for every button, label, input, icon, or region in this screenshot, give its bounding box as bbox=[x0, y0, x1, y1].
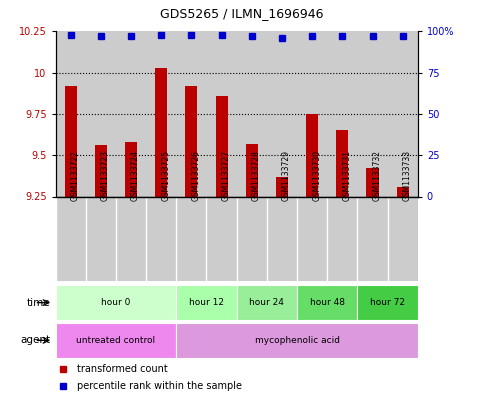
Bar bbox=[185, 86, 198, 196]
Bar bbox=[56, 323, 176, 358]
Text: mycophenolic acid: mycophenolic acid bbox=[255, 336, 340, 345]
Bar bbox=[357, 285, 418, 320]
Text: GDS5265 / ILMN_1696946: GDS5265 / ILMN_1696946 bbox=[160, 7, 323, 20]
Bar bbox=[306, 114, 318, 196]
Text: GSM1133732: GSM1133732 bbox=[372, 150, 382, 201]
Bar bbox=[336, 130, 348, 196]
Text: agent: agent bbox=[21, 335, 51, 345]
Text: hour 24: hour 24 bbox=[249, 298, 284, 307]
Text: GSM1133722: GSM1133722 bbox=[71, 150, 80, 201]
Bar bbox=[276, 177, 288, 196]
Text: hour 48: hour 48 bbox=[310, 298, 345, 307]
Text: untreated control: untreated control bbox=[76, 336, 156, 345]
Text: GSM1133731: GSM1133731 bbox=[342, 150, 351, 201]
Bar bbox=[297, 285, 357, 320]
Text: percentile rank within the sample: percentile rank within the sample bbox=[77, 381, 242, 391]
Bar bbox=[65, 86, 77, 196]
Text: GSM1133725: GSM1133725 bbox=[161, 150, 170, 201]
Bar bbox=[56, 285, 176, 320]
Bar bbox=[215, 96, 227, 196]
Text: GSM1133724: GSM1133724 bbox=[131, 150, 140, 201]
Bar bbox=[176, 285, 237, 320]
Text: GSM1133727: GSM1133727 bbox=[222, 150, 230, 201]
Text: hour 0: hour 0 bbox=[101, 298, 130, 307]
Text: GSM1133733: GSM1133733 bbox=[403, 150, 412, 201]
Bar bbox=[155, 68, 167, 196]
Bar bbox=[397, 187, 409, 196]
Bar bbox=[246, 144, 258, 196]
Text: GSM1133723: GSM1133723 bbox=[101, 150, 110, 201]
Text: GSM1133730: GSM1133730 bbox=[312, 150, 321, 201]
Text: time: time bbox=[27, 298, 51, 308]
Bar bbox=[237, 285, 297, 320]
Text: GSM1133728: GSM1133728 bbox=[252, 150, 261, 201]
Text: GSM1133726: GSM1133726 bbox=[191, 150, 200, 201]
Text: transformed count: transformed count bbox=[77, 364, 168, 374]
Bar bbox=[125, 142, 137, 196]
Text: hour 72: hour 72 bbox=[370, 298, 405, 307]
Bar bbox=[367, 169, 379, 196]
Text: GSM1133729: GSM1133729 bbox=[282, 150, 291, 201]
Bar bbox=[95, 145, 107, 196]
Text: hour 12: hour 12 bbox=[189, 298, 224, 307]
Bar bbox=[176, 323, 418, 358]
